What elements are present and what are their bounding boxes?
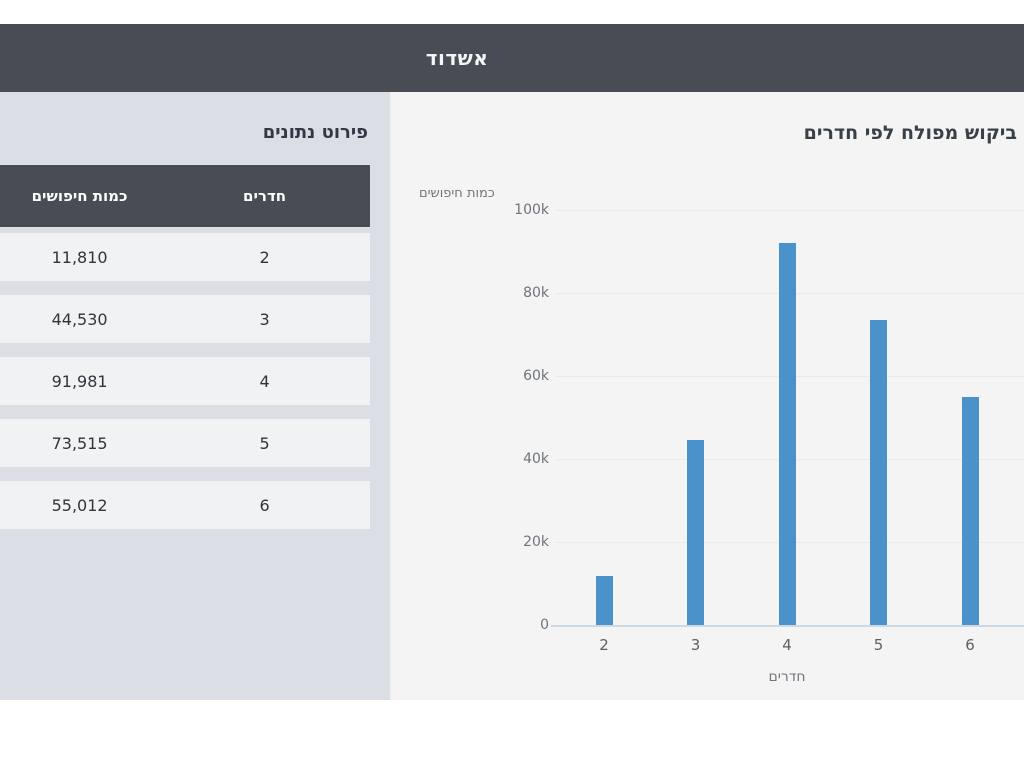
table-body: 2 11,810 3 44,530 4 91,981 5 73,515 6 55,012: [0, 233, 370, 529]
bar-6-rooms[interactable]: [961, 396, 979, 625]
data-details-heading: פירוט נתונים: [262, 122, 368, 143]
bar-3-rooms[interactable]: [687, 440, 704, 625]
data-details-panel: פירוט נתונים חדרים כמות חיפושים 2 11,810 3…: [0, 92, 390, 700]
y-tick-label: 40k: [523, 451, 549, 467]
bar-5-rooms[interactable]: [870, 319, 887, 625]
gridline: [556, 210, 1024, 211]
data-table: חדרים כמות חיפושים 2 11,810 3 44,530 4 91,981…: [0, 165, 370, 543]
y-axis-label: כמות חיפושים: [419, 186, 495, 201]
x-tick-label: 3: [690, 636, 701, 654]
bar-chart-plot: 0 20k 40k 60k 80k 100k 2 3 4 5 6: [391, 92, 1024, 700]
table-header-row: חדרים כמות חיפושים: [0, 165, 370, 227]
bar-2-rooms[interactable]: [595, 575, 613, 625]
bar-4-rooms[interactable]: [778, 243, 796, 625]
cell-searches: 11,810: [51, 247, 108, 267]
cell-searches: 73,515: [51, 433, 108, 453]
x-tick-label: 5: [873, 636, 884, 654]
cell-searches: 55,012: [51, 495, 108, 515]
cell-rooms: 2: [259, 247, 270, 267]
y-tick-label: 80k: [523, 285, 549, 301]
chart-title: ביקוש מפולח לפי חדרים: [803, 122, 1017, 144]
cell-rooms: 3: [259, 309, 270, 329]
x-axis-baseline: [551, 625, 1024, 627]
column-header-rooms: חדרים: [243, 187, 287, 205]
table-row[interactable]: 2 11,810: [0, 233, 370, 281]
page-title: אשדוד: [425, 46, 489, 70]
x-tick-label: 4: [782, 636, 792, 654]
y-tick-label: 20k: [523, 534, 549, 550]
y-tick-label: 0: [540, 617, 549, 633]
column-header-searches: כמות חיפושים: [31, 187, 128, 205]
cell-searches: 91,981: [51, 371, 108, 391]
x-axis-label: חדרים: [768, 669, 806, 685]
table-row[interactable]: 6 55,012: [0, 481, 370, 529]
y-tick-label: 60k: [523, 368, 549, 384]
x-tick-label: 2: [599, 636, 609, 654]
x-tick-label: 6: [965, 636, 975, 654]
table-row[interactable]: 5 73,515: [0, 419, 370, 467]
table-row[interactable]: 3 44,530: [0, 295, 370, 343]
cell-rooms: 5: [259, 433, 270, 453]
chart-panel: ביקוש מפולח לפי חדרים כמות חיפושים 0 20k 4…: [390, 92, 1024, 700]
app-header: אשדוד: [0, 24, 1024, 93]
y-tick-label: 100k: [514, 202, 549, 218]
cell-searches: 44,530: [51, 309, 108, 329]
cell-rooms: 4: [259, 371, 270, 391]
table-row[interactable]: 4 91,981: [0, 357, 370, 405]
cell-rooms: 6: [259, 495, 270, 515]
